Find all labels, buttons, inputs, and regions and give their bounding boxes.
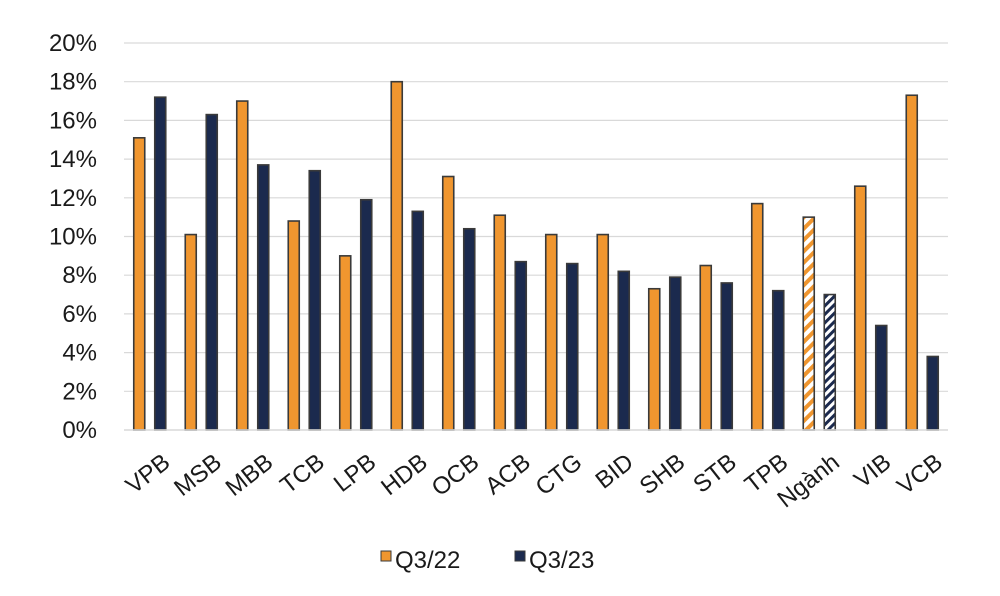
x-tick-label-ctg: CTG — [531, 449, 588, 501]
y-tick-label: 16% — [49, 107, 97, 134]
y-tick-label: 2% — [62, 378, 97, 405]
x-tick-label-mbb: MBB — [221, 449, 279, 502]
bar-ctg-q3-23 — [565, 262, 579, 431]
bar-mbb-q3-22 — [235, 100, 249, 431]
legend-swatch-q3-22 — [380, 550, 392, 562]
bar-hdb-q3-23 — [411, 210, 425, 431]
x-tick-label-msb: MSB — [169, 449, 227, 502]
bar-mbb-q3-23 — [256, 164, 270, 431]
bars — [132, 80, 940, 431]
y-tick-label: 6% — [62, 301, 97, 328]
bar-vib-q3-23 — [874, 324, 888, 431]
bar-vib-q3-22 — [853, 185, 867, 431]
bar-ocb-q3-22 — [441, 175, 455, 431]
legend-label-q3-23: Q3/23 — [529, 547, 594, 574]
bar-vpb-q3-22 — [132, 137, 146, 431]
x-tick-label-shb: SHB — [635, 449, 691, 501]
bar-acb-q3-22 — [493, 214, 507, 431]
bar-lpb-q3-23 — [359, 198, 373, 431]
bar-vcb-q3-22 — [905, 94, 919, 431]
bar-ocb-q3-23 — [462, 227, 476, 431]
bar-msb-q3-23 — [205, 113, 219, 431]
bar-shb-q3-23 — [668, 276, 682, 431]
bar-stb-q3-23 — [720, 282, 734, 431]
x-tick-label-ocb: OCB — [427, 449, 485, 502]
x-tick-label-bid: BID — [591, 449, 639, 495]
bar-tcb-q3-23 — [308, 169, 322, 431]
y-tick-label: 12% — [49, 185, 97, 212]
bar-lpb-q3-22 — [338, 255, 352, 431]
x-tick-label-vib: VIB — [849, 449, 896, 494]
y-tick-label: 0% — [62, 417, 97, 444]
x-tick-label-tcb: TCB — [275, 449, 329, 500]
y-tick-label: 20% — [49, 30, 97, 57]
y-tick-label: 8% — [62, 262, 97, 289]
bar-hdb-q3-22 — [390, 80, 404, 431]
y-axis-tick-labels: 0% 2% 4% 6% 8% 10% 12% 14% 16% 18% 20% — [49, 30, 97, 444]
x-tick-label-hdb: HDB — [376, 449, 433, 501]
legend-label-q3-22: Q3/22 — [395, 547, 460, 574]
y-tick-label: 14% — [49, 146, 97, 173]
bar-stb-q3-22 — [699, 264, 713, 431]
bar-vpb-q3-23 — [153, 96, 167, 431]
bar-nganh-q3-22 — [802, 216, 816, 431]
bar-vcb-q3-23 — [926, 355, 940, 431]
bar-shb-q3-22 — [647, 287, 661, 431]
bar-bid-q3-23 — [617, 270, 631, 431]
x-tick-label-vcb: VCB — [892, 449, 948, 501]
bar-acb-q3-23 — [514, 260, 528, 431]
bar-ctg-q3-22 — [544, 233, 558, 431]
bar-bid-q3-22 — [596, 233, 610, 431]
bar-tpb-q3-22 — [750, 202, 764, 431]
x-tick-label-lpb: LPB — [329, 449, 381, 498]
x-tick-label-acb: ACB — [480, 449, 536, 501]
legend: Q3/22 Q3/23 — [380, 547, 594, 574]
bar-tpb-q3-23 — [771, 289, 785, 431]
y-tick-label: 18% — [49, 69, 97, 96]
bar-msb-q3-22 — [184, 233, 198, 431]
y-tick-label: 10% — [49, 224, 97, 251]
x-tick-label-vpb: VPB — [121, 449, 175, 500]
y-tick-label: 4% — [62, 340, 97, 367]
bar-nganh-q3-23 — [823, 293, 837, 431]
legend-swatch-q3-23 — [514, 550, 526, 562]
x-tick-label-stb: STB — [688, 449, 741, 499]
bar-tcb-q3-22 — [287, 220, 301, 431]
